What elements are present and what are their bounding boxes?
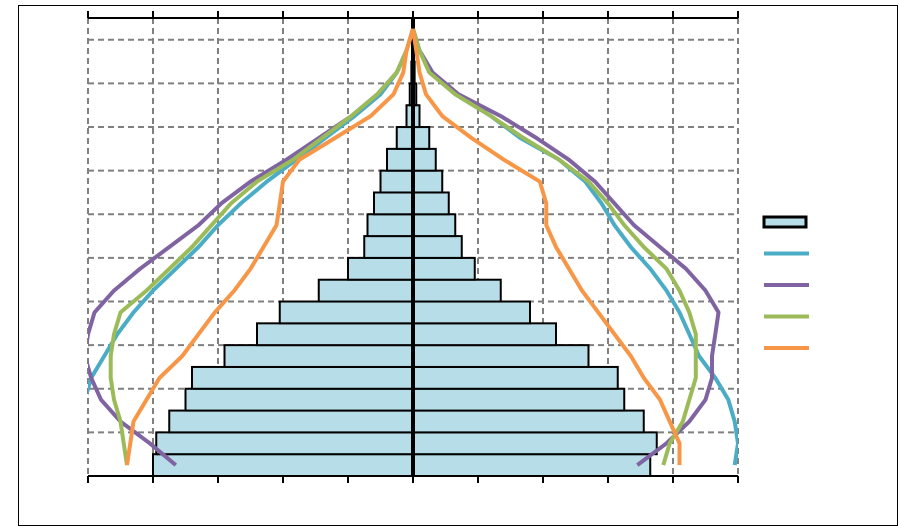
bar xyxy=(317,278,414,303)
bar xyxy=(386,147,414,172)
bar xyxy=(168,409,414,434)
bar xyxy=(278,300,414,325)
bar xyxy=(412,453,652,478)
bar xyxy=(412,191,450,216)
bar xyxy=(412,169,444,194)
bar xyxy=(412,322,557,347)
series-line xyxy=(125,28,415,466)
series-line xyxy=(411,28,698,466)
legend-bar-swatch xyxy=(762,215,808,229)
bar xyxy=(412,300,531,325)
bar xyxy=(256,322,414,347)
bar xyxy=(366,213,414,238)
bar xyxy=(373,191,414,216)
bar xyxy=(412,431,658,456)
bar xyxy=(223,344,414,368)
series-line xyxy=(411,28,682,466)
bar xyxy=(412,256,476,281)
series-line xyxy=(411,28,721,467)
bar xyxy=(347,256,414,281)
bar xyxy=(191,365,414,390)
bar xyxy=(184,387,414,412)
bar xyxy=(412,213,457,238)
bar xyxy=(412,235,463,259)
bar xyxy=(412,126,431,150)
bar xyxy=(412,409,645,434)
bar xyxy=(412,147,437,172)
series-line xyxy=(108,28,415,466)
bar xyxy=(412,344,590,368)
bar xyxy=(363,235,414,259)
bar xyxy=(155,431,414,456)
lines xyxy=(88,28,738,467)
bar xyxy=(412,365,619,390)
bar xyxy=(152,453,414,478)
bar xyxy=(379,169,414,194)
bar xyxy=(412,278,502,303)
bar xyxy=(412,387,626,412)
bar xyxy=(395,126,414,150)
series-line xyxy=(88,28,415,396)
